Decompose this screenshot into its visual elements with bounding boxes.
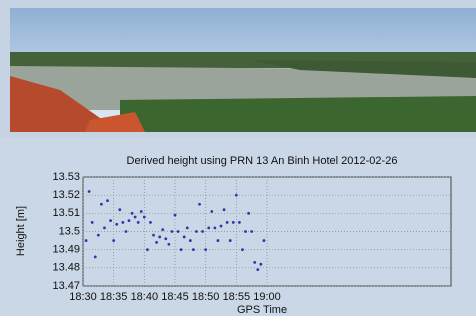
data-point: [146, 248, 149, 251]
data-point: [131, 212, 134, 215]
x-tick-label: 18:45: [161, 291, 189, 303]
data-point: [109, 219, 112, 222]
data-point: [183, 236, 186, 239]
data-point: [143, 216, 146, 219]
photo: [10, 8, 476, 132]
data-point: [238, 221, 241, 224]
x-tick-label: 18:55: [223, 291, 251, 303]
data-point: [177, 230, 180, 233]
data-point: [241, 248, 244, 251]
x-tick-label: 18:35: [100, 291, 128, 303]
data-point: [189, 239, 192, 242]
data-point: [100, 203, 103, 206]
data-point: [115, 223, 118, 226]
data-point: [158, 236, 161, 239]
data-point: [204, 248, 207, 251]
data-point: [244, 230, 247, 233]
data-point: [207, 226, 210, 229]
data-point: [97, 234, 100, 237]
data-point: [201, 230, 204, 233]
data-point: [195, 230, 198, 233]
data-point: [259, 263, 262, 266]
data-point: [106, 199, 109, 202]
data-point: [85, 239, 88, 242]
data-point: [152, 234, 155, 237]
data-point: [253, 261, 256, 264]
y-axis-label: Height [m]: [15, 206, 27, 256]
y-tick-label: 13.5: [59, 225, 80, 237]
y-tick-label: 13.49: [52, 244, 80, 256]
data-point: [118, 208, 121, 211]
data-point: [220, 225, 223, 228]
data-point: [94, 256, 97, 259]
data-point: [232, 221, 235, 224]
data-point: [161, 228, 164, 231]
data-point: [180, 248, 183, 251]
data-point: [235, 194, 238, 197]
data-point: [155, 241, 158, 244]
data-point: [217, 239, 220, 242]
data-point: [121, 221, 124, 224]
data-point: [134, 216, 137, 219]
y-tick-label: 13.51: [52, 207, 80, 219]
data-point: [140, 210, 143, 213]
data-point: [226, 221, 229, 224]
data-point: [125, 230, 128, 233]
data-point: [167, 243, 170, 246]
x-axis-label: GPS Time: [237, 304, 287, 316]
chart-title: Derived height using PRN 13 An Binh Hote…: [127, 155, 398, 167]
y-tick-label: 13.53: [52, 171, 80, 183]
data-point: [198, 203, 201, 206]
data-point: [103, 226, 106, 229]
data-point: [174, 214, 177, 217]
data-point: [128, 219, 131, 222]
x-tick-label: 19:00: [253, 291, 281, 303]
data-point: [256, 268, 259, 271]
data-point: [192, 248, 195, 251]
y-tick-label: 13.48: [52, 262, 80, 274]
data-point: [210, 210, 213, 213]
x-tick-label: 18:30: [69, 291, 97, 303]
y-tick-label: 13.52: [52, 189, 80, 201]
data-point: [91, 221, 94, 224]
x-tick-label: 18:50: [192, 291, 220, 303]
x-tick-label: 18:40: [131, 291, 159, 303]
data-point: [164, 237, 167, 240]
screen: Derived height using PRN 13 An Binh Hote…: [0, 0, 476, 316]
data-point: [88, 190, 91, 193]
data-point: [250, 230, 253, 233]
data-point: [223, 208, 226, 211]
data-point: [137, 221, 140, 224]
data-point: [213, 226, 216, 229]
data-point: [229, 239, 232, 242]
data-point: [112, 239, 115, 242]
data-point: [247, 212, 250, 215]
data-point: [263, 239, 266, 242]
data-point: [171, 230, 174, 233]
data-point: [149, 221, 152, 224]
data-point: [186, 226, 189, 229]
